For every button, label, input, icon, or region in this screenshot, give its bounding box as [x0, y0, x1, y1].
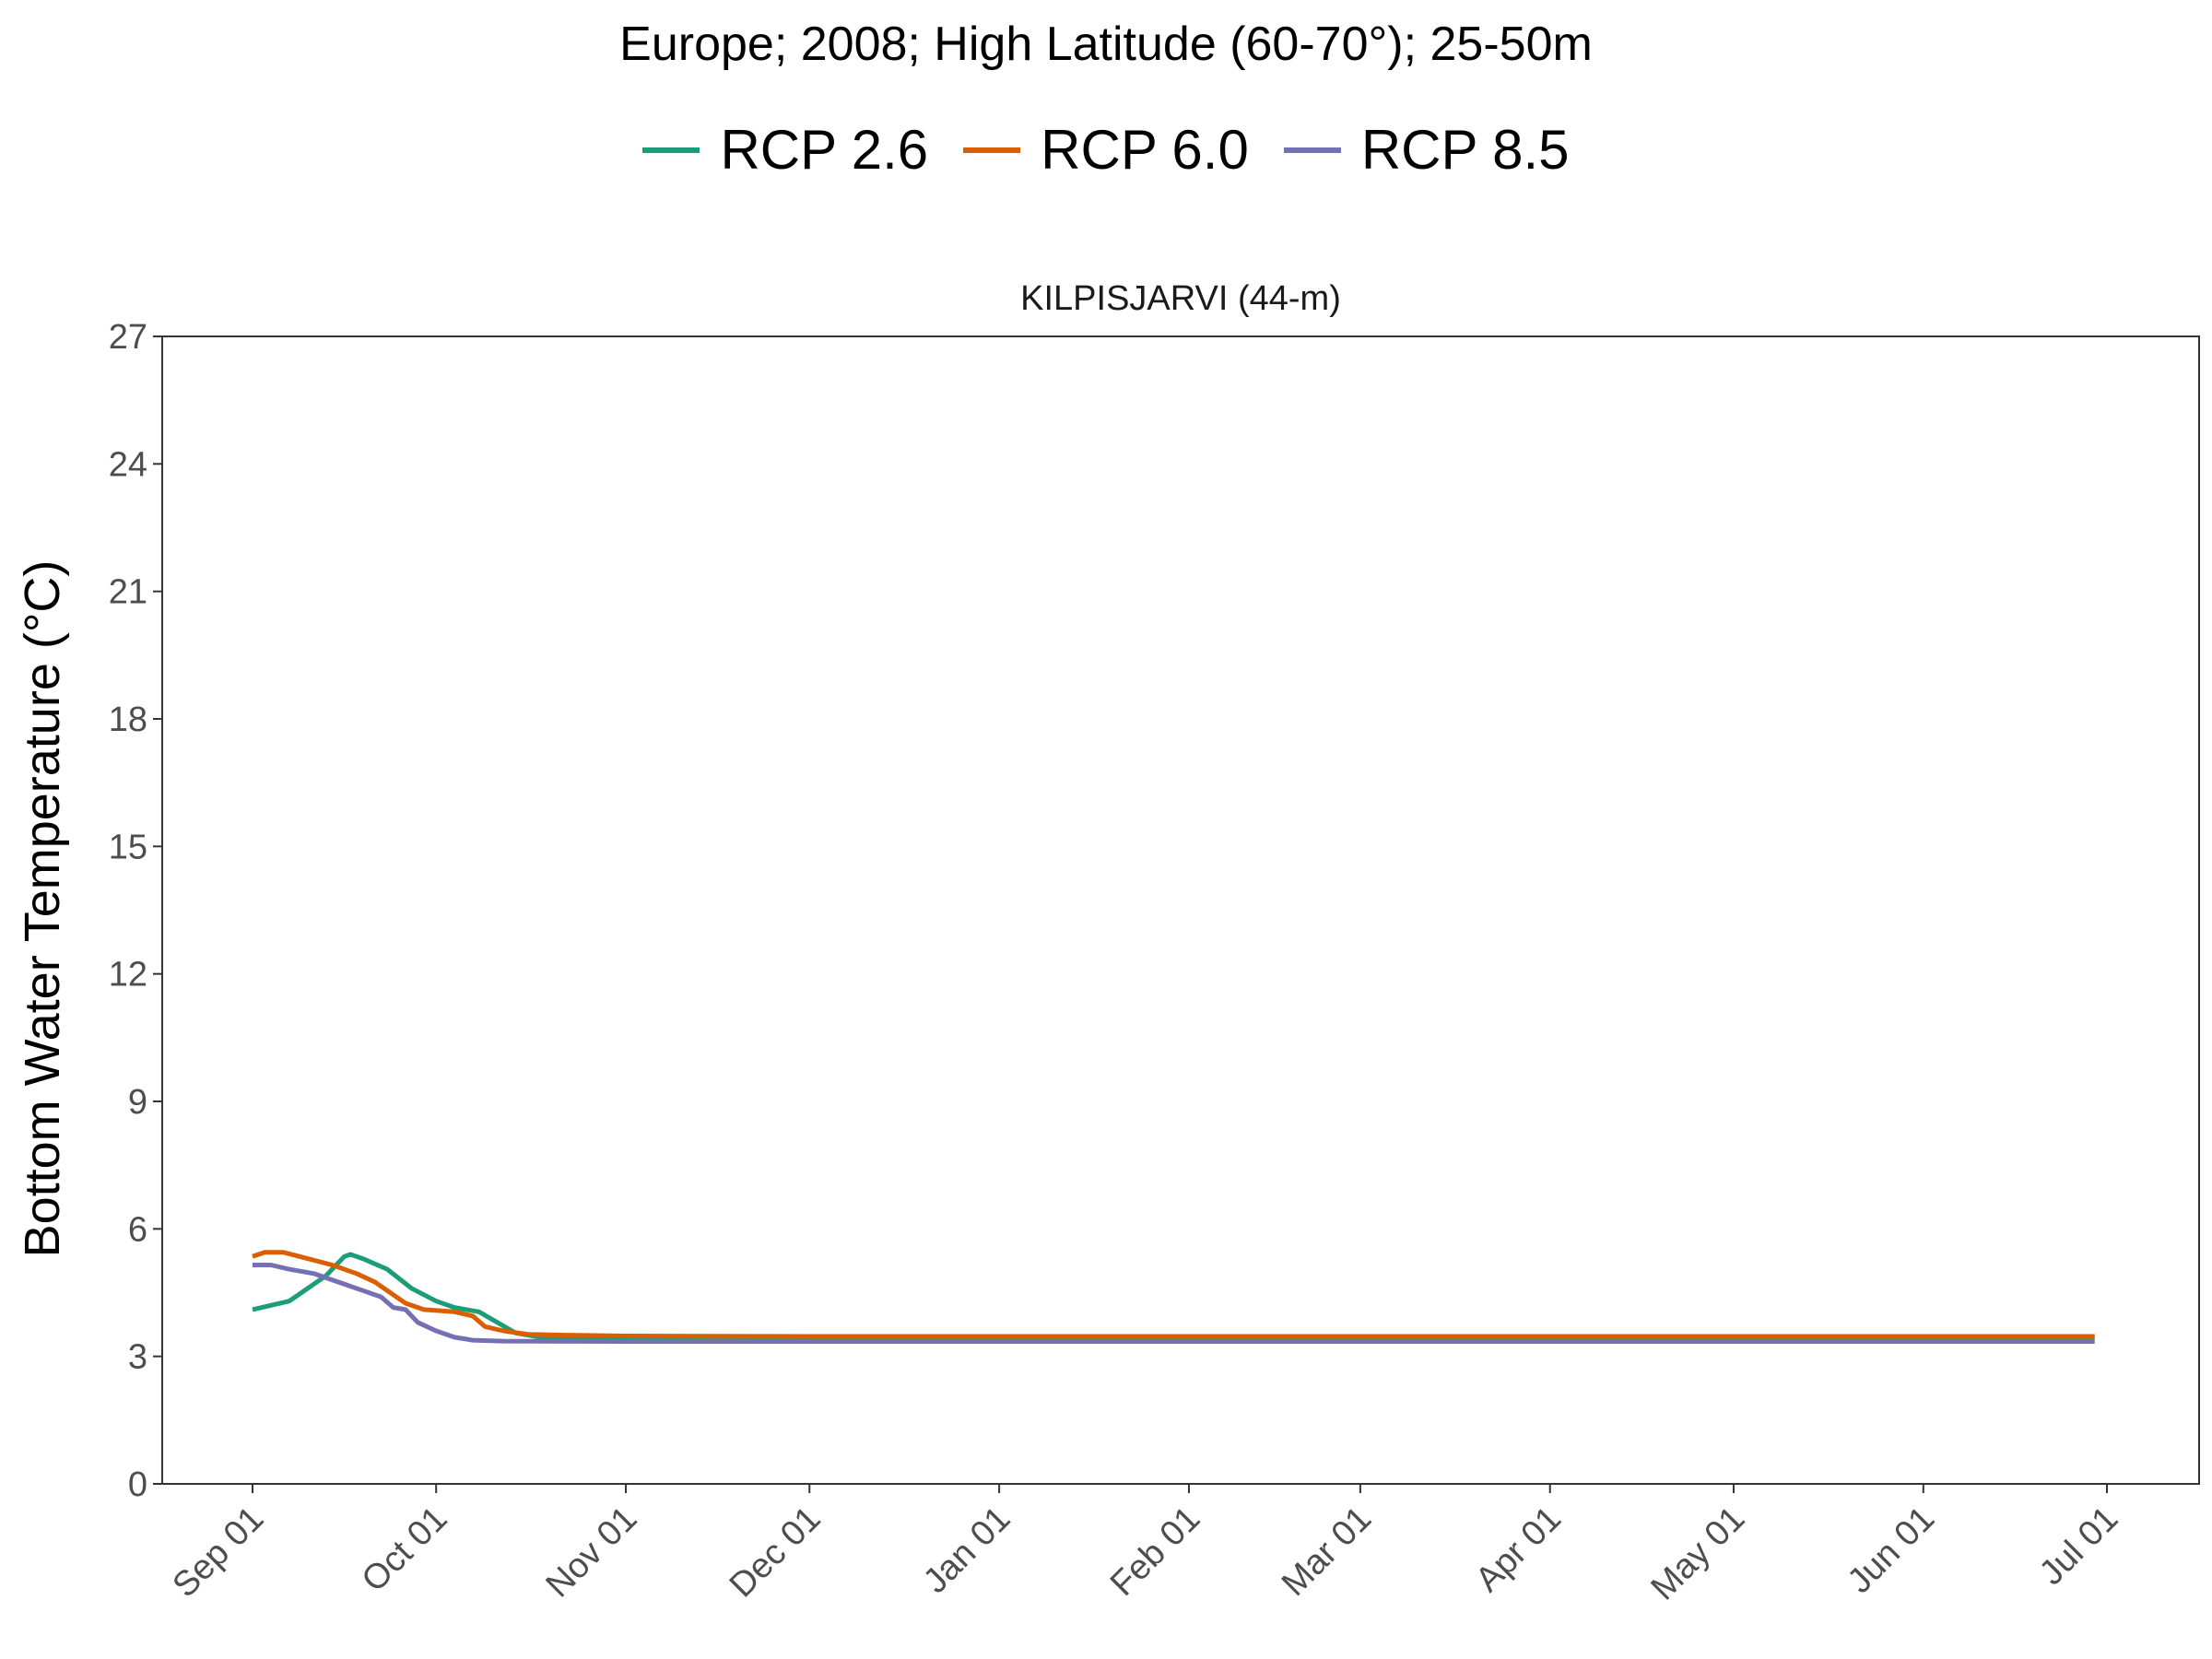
y-tick-label: 18: [109, 700, 147, 739]
x-tick-label: Jun 01: [1841, 1500, 1942, 1601]
x-tick-label: Feb 01: [1103, 1500, 1207, 1604]
x-tick-label: Mar 01: [1275, 1500, 1379, 1604]
legend-item-rcp85: RCP 8.5: [1283, 118, 1570, 182]
x-axis: Sep 01 Oct 01 Nov 01 Dec 01 Jan 01 Feb 01 Mar …: [165, 1484, 2125, 1607]
y-tick-label: 3: [128, 1338, 147, 1377]
facet-label: KILPISJARVI (44-m): [1020, 279, 1341, 318]
x-tick-label: Jul 01: [2032, 1500, 2125, 1593]
legend-item-rcp26: RCP 2.6: [642, 118, 928, 182]
legend-swatch-rcp26: [642, 147, 700, 153]
y-tick-label: 6: [128, 1210, 147, 1249]
x-tick-label: Apr 01: [1468, 1500, 1569, 1600]
chart-title: Europe; 2008; High Latitude (60-70°); 25…: [619, 18, 1593, 71]
x-tick-label: Jan 01: [916, 1500, 1018, 1601]
y-axis: 0 3 6 9 12 15 18 21 24 27: [109, 318, 162, 1504]
x-tick-label: Dec 01: [723, 1500, 829, 1606]
y-tick-label: 12: [109, 956, 147, 994]
series-line-rcp-8-5: [253, 1263, 2095, 1344]
y-tick-label: 9: [128, 1083, 147, 1122]
y-tick-label: 15: [109, 828, 147, 866]
legend-label-rcp85: RCP 8.5: [1360, 119, 1570, 181]
y-tick-label: 0: [128, 1465, 147, 1504]
legend-label-rcp26: RCP 2.6: [720, 119, 929, 181]
legend: RCP 2.6 RCP 6.0 RCP 8.5: [0, 118, 2212, 182]
x-tick-label: May 01: [1643, 1500, 1752, 1608]
legend-item-rcp60: RCP 6.0: [963, 118, 1249, 182]
plot-border: [161, 335, 2200, 1485]
x-tick-label: Sep 01: [165, 1500, 271, 1606]
y-tick-label: 27: [109, 318, 147, 357]
legend-swatch-rcp85: [1283, 147, 1341, 153]
plot-panel: [161, 335, 2200, 1485]
y-tick-label: 24: [109, 445, 147, 484]
y-axis-title: Bottom Water Temperature (°C): [15, 560, 70, 1258]
y-tick-label: 21: [109, 573, 147, 612]
series-line-rcp-6-0: [252, 1250, 2095, 1339]
x-tick-label: Nov 01: [539, 1500, 645, 1606]
legend-label-rcp60: RCP 6.0: [1041, 119, 1249, 181]
x-tick-label: Oct 01: [355, 1500, 455, 1600]
series-lines: [252, 1250, 2095, 1344]
legend-swatch-rcp60: [963, 147, 1021, 153]
